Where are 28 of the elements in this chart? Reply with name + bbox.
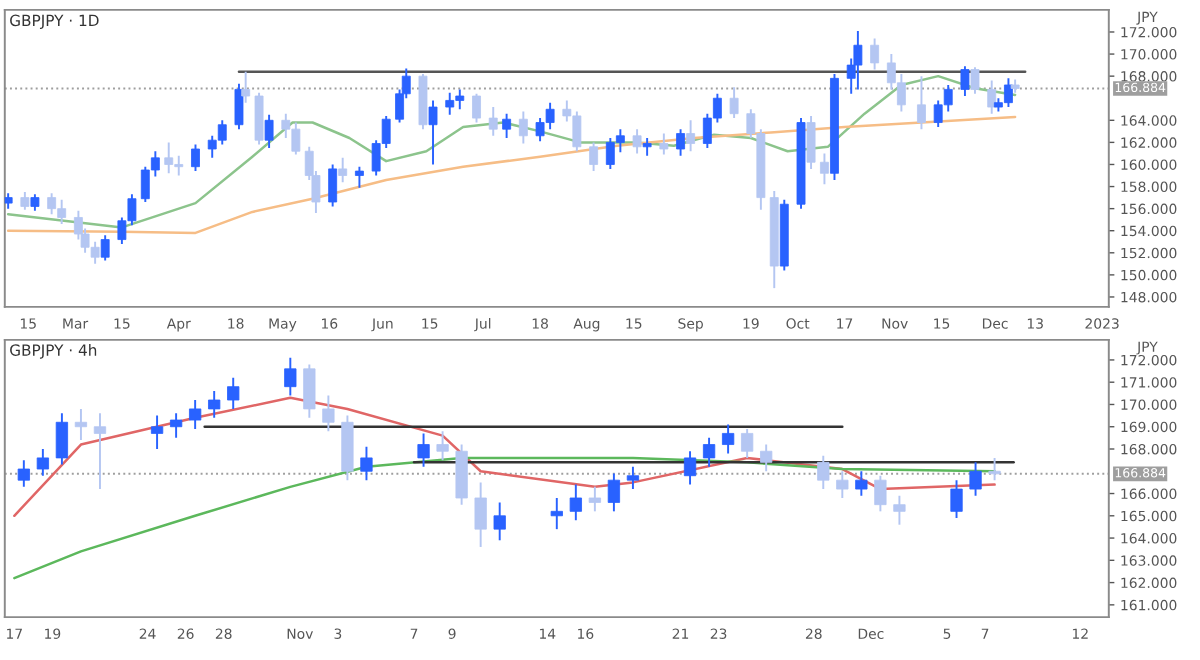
candlestick — [328, 163, 338, 208]
candlestick — [806, 114, 816, 170]
candlestick — [100, 234, 110, 262]
candlestick — [518, 110, 528, 145]
candlestick — [234, 82, 244, 131]
candlestick — [853, 29, 863, 91]
candlestick — [428, 99, 438, 166]
candlestick — [686, 119, 696, 153]
candlestick — [987, 79, 997, 115]
candlestick — [472, 92, 481, 124]
candlestick — [354, 165, 364, 189]
candlestick — [241, 70, 251, 104]
candlestick — [729, 86, 739, 120]
candlestick — [264, 113, 274, 149]
candlestick — [917, 75, 926, 131]
candlestick — [589, 141, 599, 173]
candlestick — [488, 106, 498, 137]
candlestick — [254, 91, 264, 146]
candlestick — [820, 152, 829, 186]
candlestick — [960, 65, 970, 97]
candlestick — [676, 128, 686, 157]
candlestick — [338, 156, 348, 184]
candlestick — [632, 128, 642, 155]
candlestick — [502, 112, 512, 139]
candlestick — [870, 37, 880, 71]
candlestick — [970, 66, 980, 95]
candlestick — [659, 132, 669, 156]
candlestick — [191, 143, 200, 173]
